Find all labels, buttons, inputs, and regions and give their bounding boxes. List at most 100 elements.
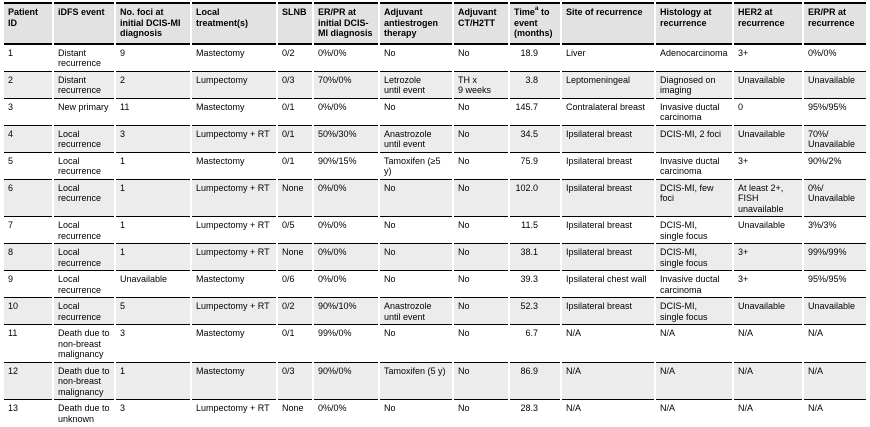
table-cell: Death due to non-breast malignancy [54,325,114,363]
column-header-label: Patient ID [8,7,39,28]
table-cell: Tamoxifen (5 y) [380,362,452,400]
table-cell: No [454,98,508,126]
table-cell: Invasive ductal carcinoma [656,271,732,298]
table-cell: 11.5 [510,217,560,244]
table-cell: 50%/30% [314,125,378,153]
table-cell: N/A [656,362,732,400]
column-header-label: iDFS event [58,7,105,17]
table-cell: Lumpectomy [192,71,276,99]
table-cell: 99%/0% [314,325,378,363]
table-cell: No [380,271,452,298]
table-cell: Mastectomy [192,271,276,298]
table-cell: 18.9 [510,44,560,72]
column-header: Histology at recurrence [656,2,732,45]
table-cell: Local recurrence [54,271,114,298]
table-cell: Liver [562,44,654,72]
table-cell: DCIS-MI, single focus [656,244,732,271]
table-cell: 10 [4,298,52,325]
table-cell: Invasive ductal carcinoma [656,152,732,180]
table-cell: 5 [116,298,190,325]
table-cell: 3+ [734,271,802,298]
table-cell: N/A [656,400,732,427]
table-row: 7 Local recurrence 1 Lumpectomy + RT 0/5 0%/0… [4,217,866,244]
table-cell: 75.9 [510,152,560,180]
table-cell: No [454,152,508,180]
table-cell: Local recurrence [54,179,114,217]
table-cell: Local recurrence [54,244,114,271]
table-cell: No [454,217,508,244]
table-cell: Letrozole until event [380,71,452,99]
table-cell: 0%/0% [314,179,378,217]
table-cell: No [454,362,508,400]
table-cell: 28.3 [510,400,560,427]
table-cell: Distant recurrence [54,44,114,72]
table-cell: No [454,44,508,72]
table-cell: 9 [116,44,190,72]
table-cell: 90%/0% [314,362,378,400]
table-cell: 0%/0% [314,271,378,298]
table-row: 1 Distant recurrence 9 Mastectomy 0/2 0%/0% No… [4,44,866,72]
table-cell: 6 [4,179,52,217]
table-cell: DCIS-MI, single focus [656,298,732,325]
header-row: Patient ID iDFS event No. foci at initial … [4,2,866,45]
table-cell: Local recurrence [54,217,114,244]
table-cell: DCIS-MI, single focus [656,217,732,244]
table-cell: Local recurrence [54,298,114,325]
table-cell: N/A [804,362,866,400]
table-cell: 99%/99% [804,244,866,271]
column-header-label: Local treatment(s) [196,7,249,28]
table-cell: 39.3 [510,271,560,298]
table-row: 2 Distant recurrence 2 Lumpectomy 0/3 70%/0% L… [4,71,866,99]
table-body: 1 Distant recurrence 9 Mastectomy 0/2 0%/0% No… [4,44,866,427]
table-cell: Anastrozole until event [380,125,452,153]
table-cell: Unavailable [804,298,866,325]
table-cell: No [380,217,452,244]
column-header-label: Site of recurrence [566,7,643,17]
table-cell: Unavailable [116,271,190,298]
table-cell: None [278,400,312,427]
table-cell: No [454,298,508,325]
table-cell: N/A [562,400,654,427]
table-cell: 3+ [734,152,802,180]
table-cell: Invasive ductal carcinoma [656,98,732,126]
column-header-label: ER/PR at initial DCIS-MI diagnosis [318,7,373,38]
column-header: SLNB [278,2,312,45]
table-cell: Lumpectomy + RT [192,125,276,153]
table-cell: 0%/0% [314,98,378,126]
table-cell: 1 [4,44,52,72]
table-cell: N/A [562,362,654,400]
table-cell: Ipsilateral breast [562,152,654,180]
table-cell: 86.9 [510,362,560,400]
table-cell: 11 [4,325,52,363]
table-cell: Mastectomy [192,362,276,400]
table-cell: Local recurrence [54,125,114,153]
table-cell: 0/1 [278,152,312,180]
table-cell: 0/6 [278,271,312,298]
table-cell: 0/2 [278,44,312,72]
table-cell: 0/2 [278,298,312,325]
table-cell: Local recurrence [54,152,114,180]
table-cell: 0%/0% [314,44,378,72]
table-cell: No [380,325,452,363]
table-cell: N/A [734,400,802,427]
table-cell: 12 [4,362,52,400]
table-cell: N/A [562,325,654,363]
table-cell: Anastrozole until event [380,298,452,325]
table-row: 4 Local recurrence 3 Lumpectomy + RT 0/1 50%/… [4,125,866,153]
table-cell: No [454,325,508,363]
table-cell: Unavailable [734,217,802,244]
table-cell: 70%/ Unavailable [804,125,866,153]
table-cell: 145.7 [510,98,560,126]
table-cell: Lumpectomy + RT [192,400,276,427]
table-cell: 6.7 [510,325,560,363]
column-header: Timea to event (months) [510,2,560,45]
table-cell: No [454,125,508,153]
table-cell: Distant recurrence [54,71,114,99]
table-cell: 9 [4,271,52,298]
table-cell: 95%/95% [804,98,866,126]
table-cell: 95%/95% [804,271,866,298]
table-cell: 1 [116,152,190,180]
